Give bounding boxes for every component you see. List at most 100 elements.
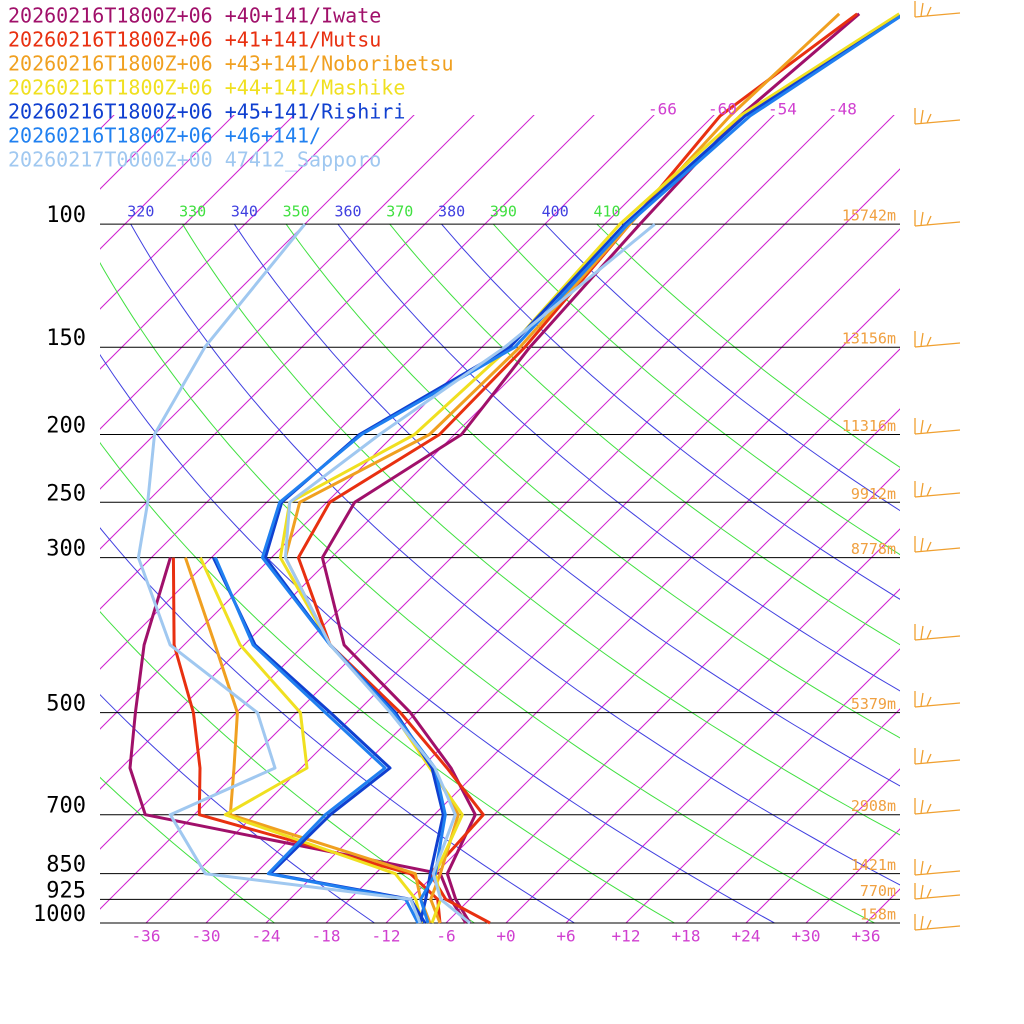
temperature-line	[320, 12, 861, 924]
wind-barb	[914, 1, 961, 18]
temperature-line	[278, 12, 900, 924]
x-tick-label: -18	[312, 927, 341, 946]
pressure-label: 250	[46, 481, 86, 506]
height-label: 11316m	[842, 417, 896, 435]
temperature-line	[296, 12, 859, 925]
height-label: 9912m	[851, 485, 896, 503]
wind-barb	[914, 883, 961, 900]
dry-adiabat	[100, 353, 775, 923]
dry-adiabat	[100, 261, 875, 923]
dry-adiabat	[182, 223, 900, 836]
wind-barb	[914, 914, 961, 931]
x-tick-label: +36	[852, 927, 881, 946]
wind-barb	[914, 108, 961, 125]
wind-barb	[914, 748, 961, 765]
dry-adiabat	[233, 223, 900, 787]
x-tick-label: +30	[792, 927, 821, 946]
height-label: 770m	[860, 882, 896, 900]
isotherm	[100, 115, 295, 310]
isotherms	[100, 115, 900, 923]
isotherm	[265, 288, 900, 923]
dewpoint-line	[136, 223, 422, 924]
isotherm	[100, 115, 415, 430]
theta-label: 390	[490, 203, 517, 221]
isotherm	[325, 348, 900, 923]
x-tick-label: -36	[132, 927, 161, 946]
dry-adiabat	[389, 223, 900, 646]
wind-barb	[914, 691, 961, 708]
pressure-label: 200	[46, 414, 86, 439]
height-label: 1421m	[851, 856, 896, 874]
x-tick-label: -30	[192, 927, 221, 946]
dry-adiabat	[441, 223, 900, 600]
pressure-label: 700	[46, 794, 86, 819]
theta-label: 360	[334, 203, 361, 221]
dry-adiabat	[100, 693, 375, 923]
dry-adiabat	[337, 223, 900, 692]
theta-label: 380	[438, 203, 465, 221]
height-label: 8778m	[851, 540, 896, 558]
wind-barb	[914, 331, 961, 348]
dewpoint-line	[199, 556, 424, 924]
pressure-label: 150	[46, 326, 86, 351]
isotherm	[100, 115, 655, 670]
pressure-label: 300	[46, 537, 86, 562]
x-tick-label: +6	[556, 927, 575, 946]
wind-barb	[914, 798, 961, 815]
isotherm	[565, 588, 900, 923]
isotherm	[505, 528, 900, 923]
x-tick-label: -12	[372, 927, 401, 946]
isotherm	[100, 115, 355, 370]
pressure-label: 925	[46, 878, 86, 903]
dry-adiabat	[493, 223, 900, 556]
x-tick-label: -24	[252, 927, 281, 946]
wind-barb	[914, 210, 961, 227]
dry-adiabat	[544, 223, 900, 512]
theta-label: 350	[283, 203, 310, 221]
soundings	[128, 12, 900, 925]
isotherm	[625, 648, 900, 923]
isotherm	[205, 228, 900, 923]
dry-adiabat	[100, 527, 575, 923]
pressure-label: 1000	[33, 902, 86, 927]
isotherm	[100, 115, 835, 850]
x-tick-label: +0	[496, 927, 515, 946]
isotherm	[100, 115, 715, 730]
wind-barb	[914, 624, 961, 641]
x-tick-label: +18	[672, 927, 701, 946]
height-label: 2908m	[851, 797, 896, 815]
wind-barb	[914, 418, 961, 435]
dry-adiabat	[130, 223, 900, 886]
isotherm-label: -54	[768, 100, 797, 119]
temperature-line	[283, 223, 656, 925]
isotherm	[445, 468, 900, 923]
isotherm	[100, 115, 235, 250]
isotherm-label: -48	[828, 100, 857, 119]
theta-label: 330	[179, 203, 206, 221]
theta-label: 410	[593, 203, 620, 221]
theta-label: 400	[542, 203, 569, 221]
dry-adiabat	[596, 223, 900, 468]
dry-adiabats	[100, 223, 900, 923]
theta-label: 370	[386, 203, 413, 221]
x-tick-label: -6	[436, 927, 455, 946]
isotherm-label: -66	[648, 100, 677, 119]
wind-barb	[914, 481, 961, 498]
isotherm	[145, 168, 900, 923]
isotherm	[385, 408, 900, 923]
isotherm-label: -60	[708, 100, 737, 119]
labels: -66 -60 -54 -48 320 330 340 350 360 370 380 390 400 4…	[8, 4, 896, 946]
legend-entry: 20260216T1800Z+06 +45+141/Rishiri	[8, 100, 405, 124]
x-tick-label: +24	[732, 927, 761, 946]
wind-barb	[914, 536, 961, 553]
isotherm	[100, 115, 535, 550]
isotherm	[685, 708, 900, 923]
theta-label: 320	[127, 203, 154, 221]
x-tick-label: +12	[612, 927, 641, 946]
dry-adiabat	[100, 441, 675, 923]
dewpoint-line	[183, 557, 432, 924]
legend-entry: 20260217T0000Z+00 47412_Sapporo	[8, 148, 381, 172]
legend-entry: 20260216T1800Z+06 +46+141/	[8, 124, 321, 148]
isotherm	[100, 115, 775, 790]
isotherm	[100, 115, 895, 910]
